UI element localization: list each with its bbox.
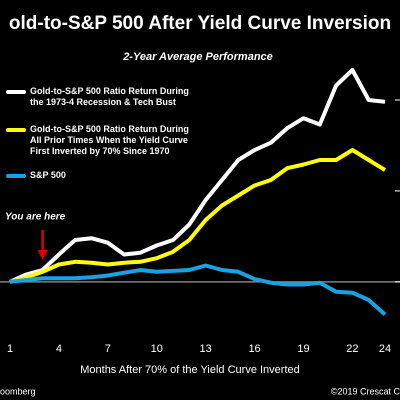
x-tick-label: 7 (105, 343, 111, 355)
source-left: oomberg (0, 386, 36, 396)
x-tick-label: 16 (248, 343, 260, 355)
x-axis-label: Months After 70% of the Yield Curve Inve… (80, 364, 300, 376)
legend-label-line: All Prior Times When the Yield Curve (30, 135, 188, 145)
x-tick-label: 19 (297, 343, 309, 355)
chart-title: old-to-S&P 500 After Yield Curve Inversi… (9, 13, 391, 34)
legend-label-line: First Inverted by 70% Since 1970 (30, 146, 170, 156)
x-tick-label: 13 (200, 343, 212, 355)
legend-label-line: the 1973-4 Recession & Tech Bust (30, 97, 176, 107)
legend-label-line: S&P 500 (30, 170, 66, 180)
legend-label: Gold-to-S&P 500 Ratio Return During All P… (30, 124, 189, 156)
legend-label-line: Gold-to-S&P 500 Ratio Return During (30, 124, 189, 134)
chart-subtitle: 2-Year Average Performance (122, 51, 273, 63)
legend-label-line: Gold-to-S&P 500 Ratio Return During (30, 86, 189, 96)
legend-label: S&P 500 (30, 170, 66, 180)
x-tick-label: 4 (56, 343, 62, 355)
x-tick-label: 24 (379, 343, 391, 355)
annotation-label: You are here (5, 212, 66, 223)
legend-label: Gold-to-S&P 500 Ratio Return During the 1… (30, 86, 189, 107)
series-line (9, 263, 387, 316)
source-right: ©2019 Crescat C (331, 386, 400, 396)
x-tick-label: 10 (151, 343, 163, 355)
x-tick-label: 22 (346, 343, 358, 355)
x-tick-label: 1 (7, 343, 13, 355)
series-line (9, 148, 387, 284)
series-line (9, 68, 386, 284)
annotation-arrowhead (37, 250, 48, 260)
